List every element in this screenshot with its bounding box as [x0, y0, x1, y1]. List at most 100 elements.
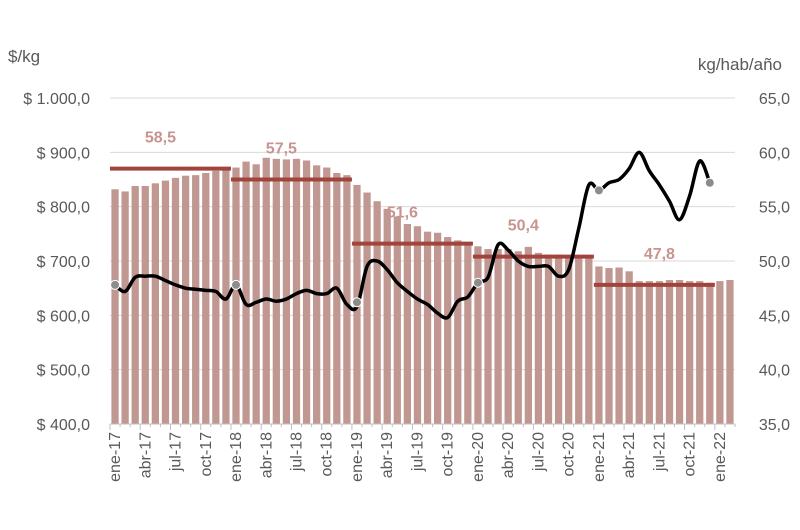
x-tick-label: ene-21 — [591, 432, 608, 482]
bar — [393, 216, 401, 424]
bar — [454, 240, 462, 424]
x-tick-label: ene-17 — [107, 432, 124, 482]
bar — [524, 246, 532, 424]
right-axis-unit: kg/hab/año — [698, 55, 782, 74]
average-label: 50,4 — [508, 218, 539, 235]
bar — [635, 281, 643, 424]
average-label: 47,8 — [644, 246, 675, 263]
bar — [514, 251, 522, 424]
axes: $ 400,0 $ 500,0 $ 600,0 $ 700,0 $ 800,0 $ 900… — [23, 91, 790, 482]
average-label: 58,5 — [145, 130, 176, 147]
bar — [544, 254, 553, 424]
bar — [595, 266, 603, 424]
x-tick-label: oct-20 — [561, 432, 578, 477]
left-axis-unit: $/kg — [8, 47, 40, 66]
bar — [686, 281, 694, 424]
line-series — [113, 150, 712, 320]
bar — [605, 268, 613, 424]
left-tick-label: $ 400,0 — [37, 417, 90, 434]
bar — [423, 231, 432, 424]
x-tick-label: oct-19 — [440, 432, 457, 477]
bar — [141, 186, 149, 424]
bar — [121, 191, 129, 424]
x-tick-label: jul-18 — [288, 432, 305, 472]
x-tick-label: oct-18 — [319, 432, 336, 477]
line-marker — [351, 297, 362, 308]
bar — [484, 249, 492, 424]
x-tick-label: ene-20 — [470, 432, 487, 482]
x-tick-label: oct-17 — [198, 432, 215, 477]
line-markers — [110, 177, 715, 308]
line-marker — [110, 279, 121, 290]
bar — [151, 183, 159, 424]
x-tick-label: abr-21 — [621, 432, 638, 478]
bar — [343, 175, 351, 424]
left-tick-label: $ 700,0 — [37, 254, 90, 271]
bar — [585, 255, 593, 424]
bar — [333, 172, 341, 424]
left-tick-label: $ 1.000,0 — [23, 91, 90, 108]
bar — [565, 255, 573, 424]
right-tick-label: 50,0 — [759, 254, 790, 271]
line-marker — [472, 277, 483, 288]
x-tick-label: oct-21 — [682, 432, 699, 477]
average-label: 51,6 — [387, 205, 418, 222]
right-tick-label: 40,0 — [759, 363, 790, 380]
bar — [554, 254, 563, 424]
x-tick-label: ene-18 — [228, 432, 245, 482]
bar — [242, 161, 250, 424]
bar — [655, 281, 664, 424]
right-tick-label: 60,0 — [759, 145, 790, 162]
bar — [716, 281, 724, 424]
bar — [494, 249, 502, 424]
bar — [232, 167, 240, 424]
right-tick-label: 65,0 — [759, 91, 790, 108]
bar — [444, 237, 452, 424]
x-tick-label: ene-22 — [712, 432, 729, 482]
average-label: 57,5 — [266, 141, 297, 158]
x-tick-label: abr-17 — [137, 432, 154, 478]
bar — [645, 281, 653, 424]
bar — [292, 158, 301, 424]
right-tick-label: 55,0 — [759, 200, 790, 217]
x-tick-label: jul-21 — [651, 432, 668, 472]
bar — [111, 189, 119, 424]
left-tick-label: $ 900,0 — [37, 145, 90, 162]
x-tick-label: abr-20 — [500, 432, 517, 478]
bar — [675, 280, 684, 424]
bar — [625, 271, 633, 424]
bar — [171, 177, 180, 424]
bar — [131, 186, 139, 424]
bar — [282, 159, 291, 424]
bar — [534, 252, 543, 424]
average-lines: 58,5 57,5 51,6 50,4 47,8 — [110, 130, 715, 287]
consumption-line — [113, 150, 712, 320]
bar — [212, 170, 220, 424]
bar — [302, 160, 311, 424]
x-tick-label: jul-17 — [168, 432, 185, 472]
left-tick-label: $ 500,0 — [37, 363, 90, 380]
line-marker — [231, 279, 242, 290]
bar — [413, 226, 422, 424]
x-tick-label: jul-19 — [409, 432, 426, 472]
bar — [252, 164, 260, 424]
bar — [192, 175, 200, 424]
bar — [474, 246, 482, 424]
line-marker — [593, 185, 604, 196]
x-tick-label: jul-20 — [530, 432, 547, 472]
bar — [665, 280, 674, 424]
bar — [363, 192, 371, 424]
bars-series — [111, 157, 734, 424]
x-tick-label: abr-18 — [258, 432, 275, 478]
bar — [575, 256, 583, 424]
bar — [464, 244, 472, 424]
right-tick-label: 35,0 — [759, 417, 790, 434]
bar — [323, 167, 331, 424]
bar — [504, 249, 512, 424]
bar — [181, 175, 190, 424]
bar — [433, 232, 442, 424]
right-tick-label: 45,0 — [759, 308, 790, 325]
bar — [161, 180, 170, 424]
bar — [373, 201, 381, 424]
